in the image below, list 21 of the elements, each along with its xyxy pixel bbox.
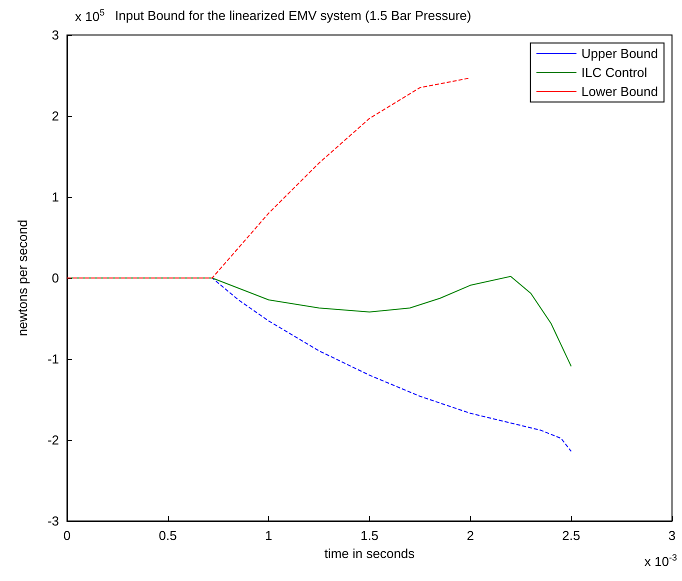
x-tick-label: 1.5 xyxy=(360,528,379,543)
x-axis-title: time in seconds xyxy=(324,546,416,561)
y-tick-label: -1 xyxy=(47,352,59,366)
x-tick-label: 3 xyxy=(668,528,676,543)
y-tick-label: -3 xyxy=(47,514,59,528)
y-axis-title: newtons per second xyxy=(15,220,30,336)
y-tick-label: 0 xyxy=(52,270,59,286)
x-tick-label: 0.5 xyxy=(158,528,177,543)
y-tick-label: 2 xyxy=(52,108,59,124)
x-tick-label: 2 xyxy=(466,528,474,543)
y-tick-label: -2 xyxy=(47,432,59,448)
legend-label: ILC Control xyxy=(581,65,648,80)
y-tick-label: 1 xyxy=(52,190,59,204)
x-tick-label: 0 xyxy=(63,528,71,543)
y-tick-label: 3 xyxy=(52,28,59,42)
line-series xyxy=(66,77,471,278)
x-tick-label: 2.5 xyxy=(562,528,580,543)
x-tick-label: 1 xyxy=(265,528,272,543)
legend-label: Lower Bound xyxy=(581,84,658,99)
chart-title: Input Bound for the linearized EMV system (1.5 Bar Pressure) xyxy=(115,8,472,23)
legend-label: Upper Bound xyxy=(581,46,658,61)
